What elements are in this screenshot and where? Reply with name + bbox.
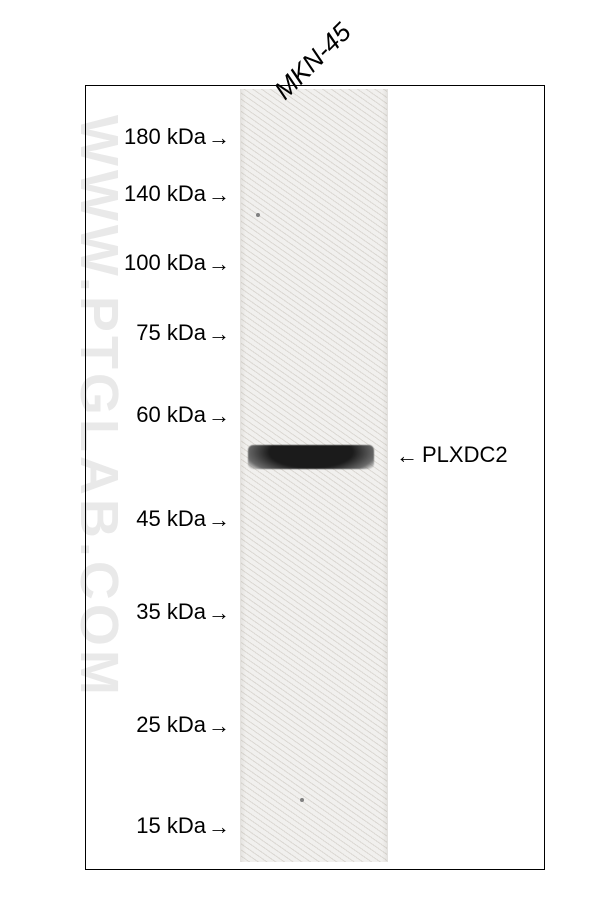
- arrow-right-icon: →: [208, 321, 230, 347]
- band-annotation-text: PLXDC2: [422, 442, 508, 467]
- ladder-label-text: 60 kDa: [136, 402, 206, 427]
- ladder-label-text: 15 kDa: [136, 813, 206, 838]
- arrow-right-icon: →: [208, 507, 230, 533]
- band-annotation: ←PLXDC2: [396, 442, 508, 468]
- ladder-label-text: 75 kDa: [136, 320, 206, 345]
- ladder-label: 25 kDa→: [136, 712, 230, 738]
- ladder-label-text: 140 kDa: [124, 181, 206, 206]
- ladder-label: 75 kDa→: [136, 320, 230, 346]
- ladder-label-text: 45 kDa: [136, 506, 206, 531]
- ladder-label: 60 kDa→: [136, 402, 230, 428]
- arrow-right-icon: →: [208, 403, 230, 429]
- arrow-right-icon: →: [208, 125, 230, 151]
- ladder-label: 180 kDa→: [124, 124, 230, 150]
- speck: [300, 798, 304, 802]
- arrow-right-icon: →: [208, 182, 230, 208]
- arrow-left-icon: ←: [396, 443, 418, 469]
- ladder-label: 100 kDa→: [124, 250, 230, 276]
- blot-lane: [240, 89, 388, 862]
- ladder-label: 45 kDa→: [136, 506, 230, 532]
- protein-band: [248, 445, 374, 469]
- ladder-label-text: 35 kDa: [136, 599, 206, 624]
- speck: [256, 213, 260, 217]
- lane-border: [240, 89, 388, 862]
- ladder-label-text: 25 kDa: [136, 712, 206, 737]
- ladder-label: 140 kDa→: [124, 181, 230, 207]
- ladder-label: 35 kDa→: [136, 599, 230, 625]
- arrow-right-icon: →: [208, 600, 230, 626]
- arrow-right-icon: →: [208, 814, 230, 840]
- arrow-right-icon: →: [208, 713, 230, 739]
- ladder-label-text: 100 kDa: [124, 250, 206, 275]
- ladder-label-text: 180 kDa: [124, 124, 206, 149]
- arrow-right-icon: →: [208, 251, 230, 277]
- ladder-label: 15 kDa→: [136, 813, 230, 839]
